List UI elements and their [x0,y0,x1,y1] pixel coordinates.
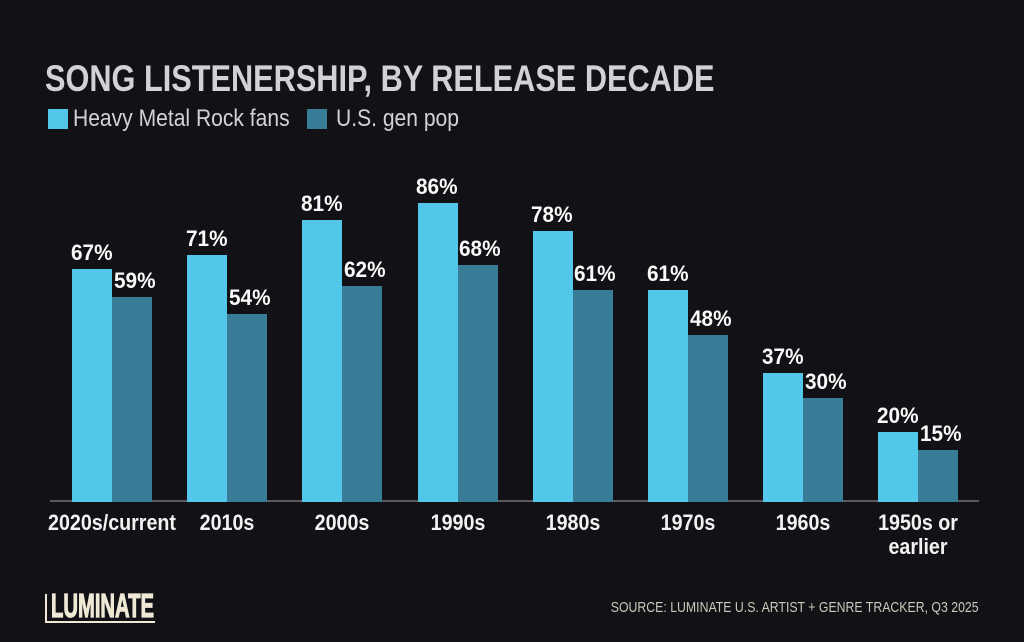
svg-text:LUMINATE: LUMINATE [51,590,154,622]
